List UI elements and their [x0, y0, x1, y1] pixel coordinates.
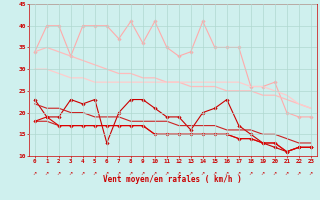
X-axis label: Vent moyen/en rafales ( km/h ): Vent moyen/en rafales ( km/h ) — [103, 175, 242, 184]
